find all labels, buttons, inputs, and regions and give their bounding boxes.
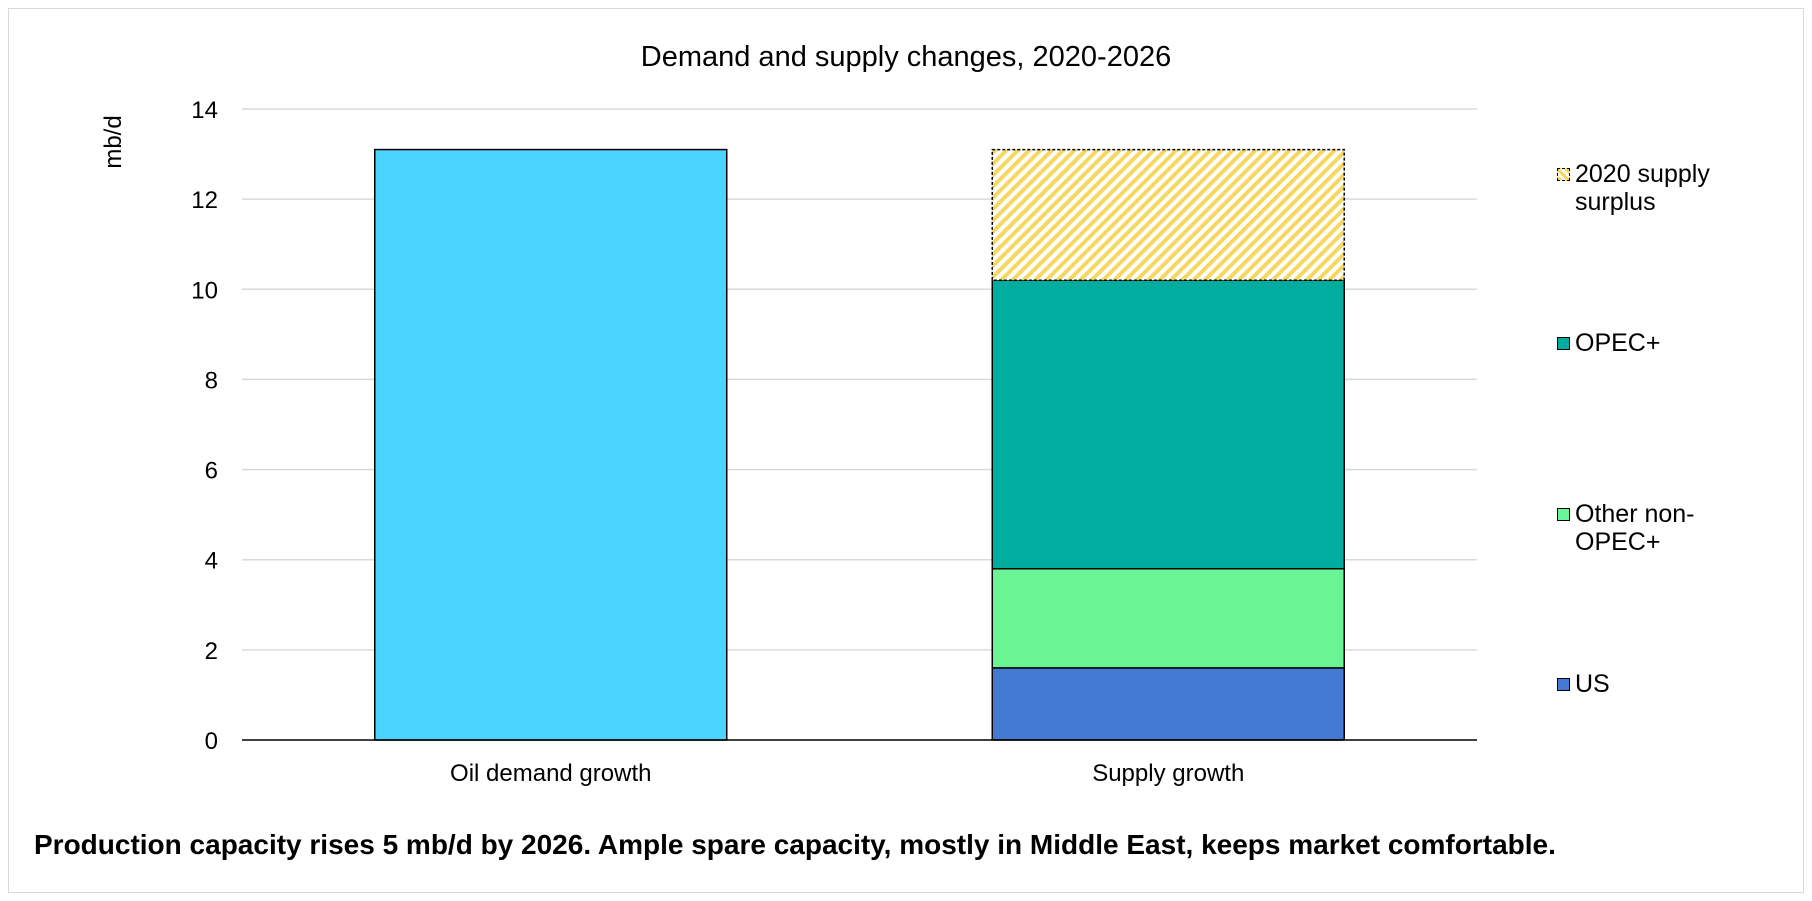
- y-tick-label: 14: [191, 97, 218, 124]
- bar-opec: [991, 279, 1345, 570]
- y-axis-label: mb/d: [100, 115, 127, 168]
- y-tick-label: 2: [205, 638, 218, 665]
- chart-title: Demand and supply changes, 2020-2026: [640, 41, 1172, 73]
- axes: 0 2 4 6 8 10 12 14 mb/d Oil demand growth Supply g…: [100, 97, 1477, 787]
- legend-label-other: Other non-OPEC+: [1575, 500, 1695, 556]
- bar-oil-demand-growth: [374, 148, 728, 741]
- legend-item-opec: OPEC+: [1557, 329, 1750, 357]
- bar-2020-supply-surplus: [991, 148, 1345, 282]
- y-tick-label: 8: [205, 367, 218, 394]
- legend-label-us: US: [1575, 670, 1610, 698]
- legend: 2020 supply surplus OPEC+ Other non-OPEC…: [1557, 0, 1807, 901]
- bar-us: [991, 667, 1345, 741]
- legend-label-surplus: 2020 supply surplus: [1575, 160, 1710, 216]
- y-tick-label: 4: [205, 548, 218, 575]
- bar-other-non-opec: [991, 567, 1345, 669]
- caption: Production capacity rises 5 mb/d by 2026…: [34, 829, 1556, 860]
- legend-label-opec: OPEC+: [1575, 329, 1661, 357]
- y-tick-label: 0: [205, 728, 218, 755]
- y-tick-label: 6: [205, 458, 218, 485]
- x-tick-label: Supply growth: [1092, 760, 1244, 787]
- legend-item-other: Other non-OPEC+: [1557, 500, 1715, 556]
- legend-item-us: US: [1557, 670, 1750, 698]
- bars: [374, 148, 1345, 741]
- legend-swatch-us: [1557, 678, 1570, 691]
- legend-swatch-other: [1557, 508, 1570, 521]
- y-tick-label: 10: [191, 277, 218, 304]
- x-tick-label: Oil demand growth: [450, 760, 651, 787]
- chart-frame: [8, 8, 1804, 893]
- legend-item-surplus: 2020 supply surplus: [1557, 160, 1750, 216]
- legend-swatch-opec: [1557, 337, 1570, 350]
- legend-swatch-surplus: [1557, 168, 1570, 181]
- y-tick-label: 12: [191, 187, 218, 214]
